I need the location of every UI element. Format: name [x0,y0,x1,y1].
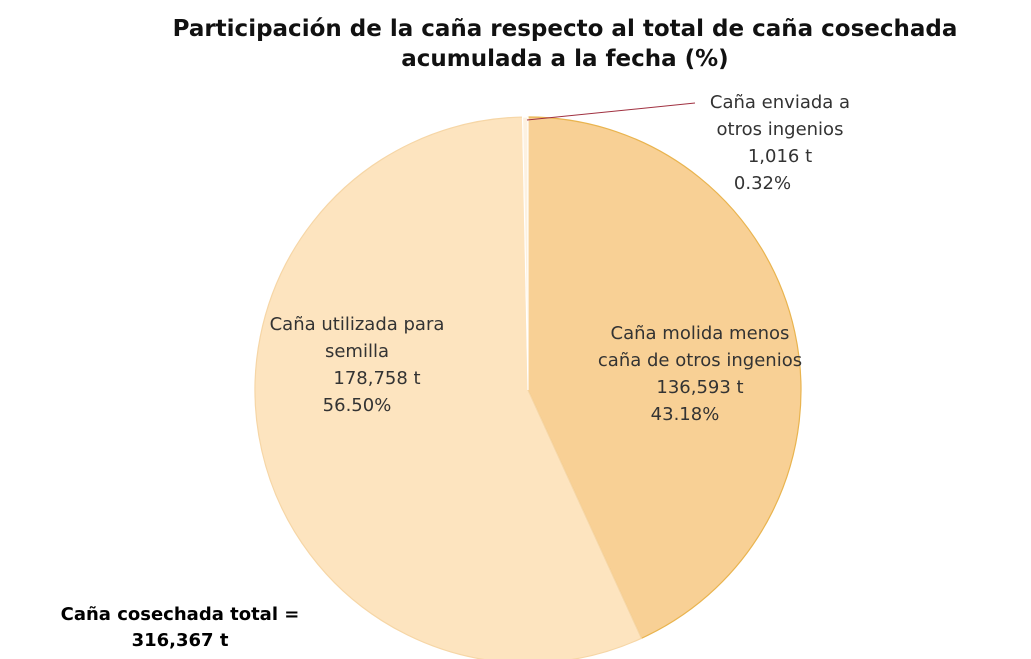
slice-label: Caña utilizada para semilla 178,758 t 56.5… [262,311,452,419]
tonnes-label: 1,016 t [747,146,813,167]
pie-slice [521,116,529,391]
category-label: Caña molida menos caña de otros ingenios [597,323,803,371]
slice-label: Caña molida menos caña de otros ingenios… [595,320,805,428]
percent-label: 43.18% [650,404,720,425]
pie-slice [254,116,643,659]
tonnes-label: 136,593 t [656,377,744,398]
leader-line [526,102,696,121]
chart-title: Participación de la caña respecto al tot… [100,14,1030,74]
title-line: Participación de la caña respecto al tot… [172,16,958,42]
title-line: acumulada a la fecha (%) [401,46,729,72]
category-label: Caña utilizada para semilla [269,314,445,362]
pie-slice [527,116,802,640]
percent-label: 56.50% [322,395,392,416]
percent-label: 0.32% [733,173,792,194]
category-label: Caña enviada a otros ingenios [709,92,851,140]
annotation: Caña cosechada total = 316,367 t [60,604,300,651]
slice-label: Caña enviada a otros ingenios 1,016 t 0.32… [685,89,875,197]
tonnes-label: 178,758 t [333,368,421,389]
